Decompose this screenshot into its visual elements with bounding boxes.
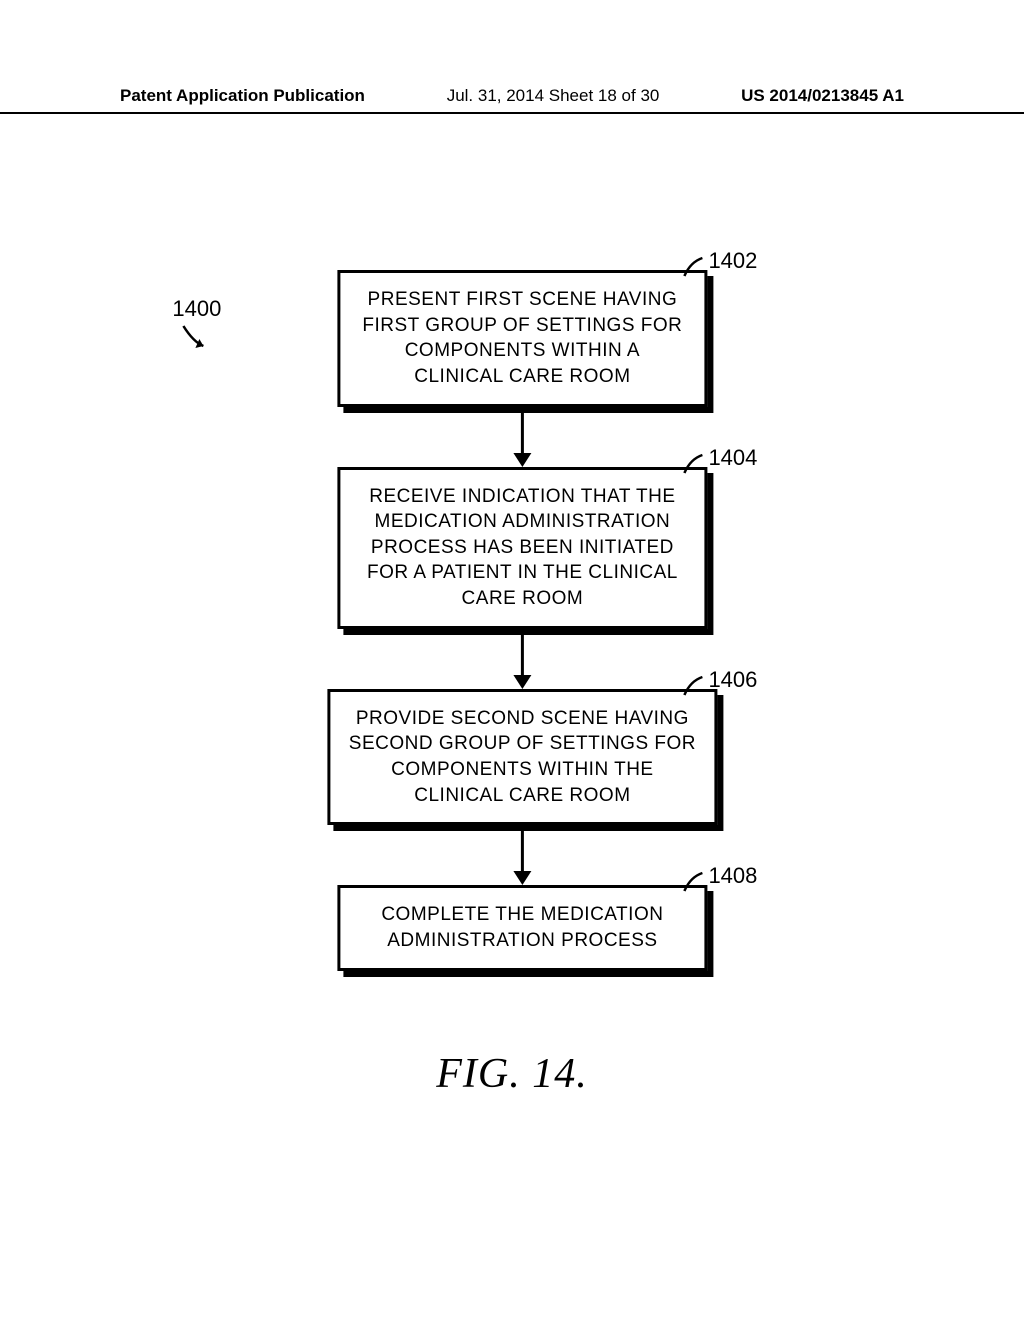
flow-arrow-icon	[507, 629, 537, 689]
ref-hook-icon	[680, 871, 706, 895]
flow-arrow-icon	[507, 407, 537, 467]
header-sheet-info: Jul. 31, 2014 Sheet 18 of 30	[447, 86, 660, 106]
ref-1400-arrow-icon	[180, 324, 214, 352]
ref-label: 1406	[680, 667, 757, 699]
ref-1400-text: 1400	[172, 296, 221, 322]
flow-step-box: RECEIVE INDICATION THAT THE MEDICATION A…	[337, 467, 707, 629]
flowchart: 1400 PRESENT FIRST SCENE HAVING FIRST GR…	[262, 270, 782, 971]
ref-label-1400: 1400	[172, 296, 221, 352]
ref-label-text: 1402	[708, 248, 757, 274]
flow-step: COMPLETE THE MEDICATION ADMINISTRATION P…	[337, 885, 707, 970]
flow-step: RECEIVE INDICATION THAT THE MEDICATION A…	[337, 467, 707, 629]
ref-label-text: 1406	[708, 667, 757, 693]
flow-step-box: COMPLETE THE MEDICATION ADMINISTRATION P…	[337, 885, 707, 970]
flow-step-box: PRESENT FIRST SCENE HAVING FIRST GROUP O…	[337, 270, 707, 407]
flow-arrow-icon	[507, 825, 537, 885]
figure-caption: FIG. 14.	[0, 1050, 1024, 1098]
header-publication: Patent Application Publication	[120, 86, 365, 106]
flow-step-box: PROVIDE SECOND SCENE HAVING SECOND GROUP…	[327, 689, 717, 826]
ref-label: 1404	[680, 445, 757, 477]
ref-label-text: 1404	[708, 445, 757, 471]
flow-step: PRESENT FIRST SCENE HAVING FIRST GROUP O…	[337, 270, 707, 407]
ref-label-text: 1408	[708, 863, 757, 889]
page-header: Patent Application Publication Jul. 31, …	[0, 86, 1024, 114]
ref-hook-icon	[680, 256, 706, 280]
ref-label: 1408	[680, 863, 757, 895]
ref-label: 1402	[680, 248, 757, 280]
header-pub-number: US 2014/0213845 A1	[741, 86, 904, 106]
ref-hook-icon	[680, 453, 706, 477]
ref-hook-icon	[680, 675, 706, 699]
flow-step: PROVIDE SECOND SCENE HAVING SECOND GROUP…	[327, 689, 717, 826]
